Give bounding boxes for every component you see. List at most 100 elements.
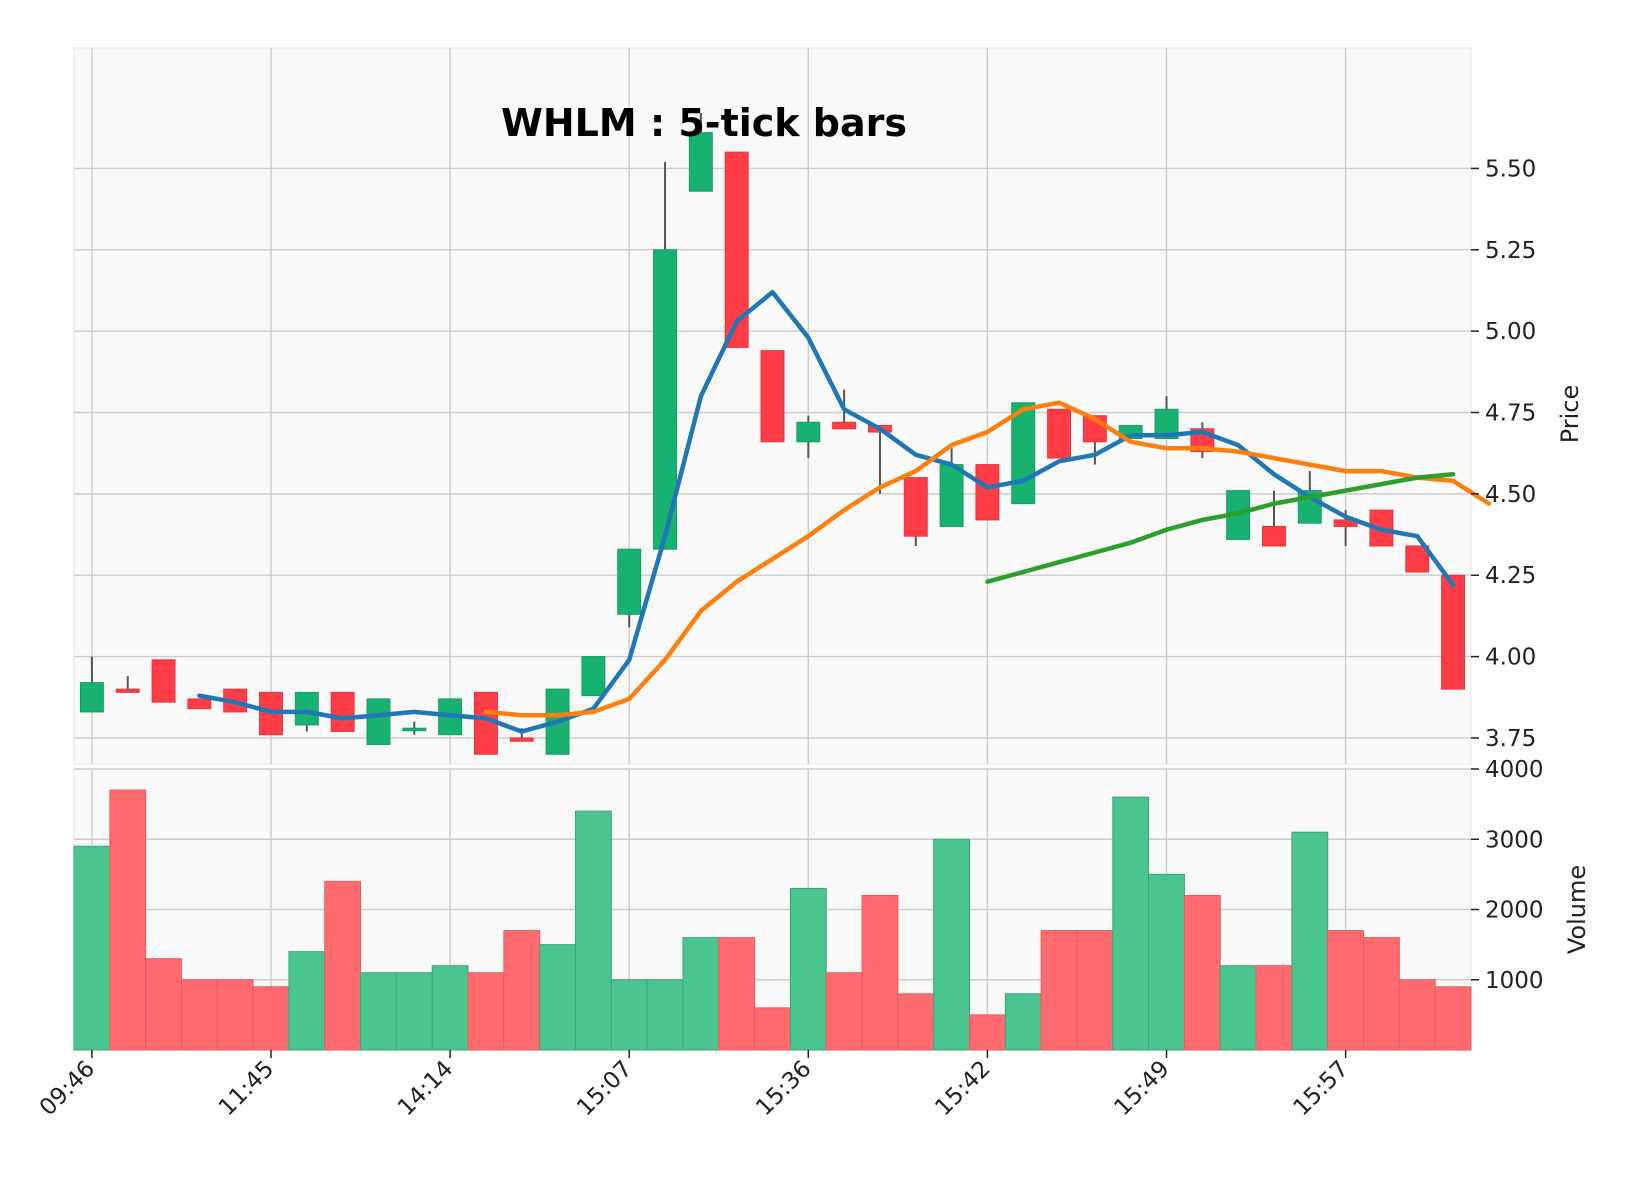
candle-up (939, 448, 964, 527)
candle-up (688, 113, 713, 192)
candle-up (79, 656, 104, 713)
x-tick-label: 09:46 (35, 1056, 100, 1121)
volume-bar (109, 789, 147, 1051)
volume-bar (288, 951, 326, 1051)
price-tick-label: 4.25 (1485, 563, 1536, 589)
candle-body (1405, 545, 1430, 573)
candle-body (402, 727, 427, 732)
volume-bar (467, 972, 505, 1051)
volume-bar (646, 979, 684, 1051)
volume-bars (73, 789, 1472, 1051)
candle-up (653, 161, 678, 550)
x-tick-label: 15:36 (751, 1056, 816, 1121)
volume-bar (754, 1007, 791, 1051)
candle-down (1405, 545, 1430, 573)
candle-body (1154, 408, 1179, 440)
candle-body (330, 691, 355, 732)
volume-bar (1255, 965, 1293, 1051)
price-tick-label: 4.00 (1485, 645, 1536, 671)
volume-tick-label: 2000 (1485, 898, 1544, 924)
candle-body (1047, 408, 1072, 459)
volume-bar (574, 810, 612, 1051)
volume-bar (682, 937, 720, 1051)
candle-body (294, 691, 319, 726)
candle-body (975, 464, 1000, 521)
volume-bar (897, 993, 935, 1051)
price-axis-label: Price (1556, 385, 1584, 444)
candle-down (760, 350, 785, 443)
candle-body (939, 464, 964, 527)
volume-bar (1219, 965, 1257, 1051)
moving-average-lines (197, 289, 1492, 734)
candle-body (1262, 525, 1286, 547)
candle-up (581, 656, 606, 697)
volume-bar (1004, 993, 1042, 1051)
x-tick-label: 15:42 (930, 1056, 995, 1121)
volume-bar (431, 965, 469, 1051)
candle-body (832, 421, 857, 430)
candle-down (187, 698, 212, 710)
volume-bar (825, 972, 863, 1051)
volume-bar (1434, 986, 1472, 1051)
price-tick-label: 5.50 (1485, 156, 1536, 182)
candle-body (151, 659, 176, 703)
price-tick-label: 4.75 (1485, 401, 1536, 427)
candle-up (796, 415, 821, 459)
candle-down (115, 676, 140, 693)
candle-body (1441, 574, 1466, 690)
candle-up (617, 548, 642, 628)
candle-down (975, 464, 1000, 521)
candle-body (366, 698, 391, 745)
moving-average-4 (197, 289, 1456, 734)
candle-body (1011, 402, 1036, 505)
volume-bar (503, 930, 541, 1051)
candle-body (653, 249, 678, 550)
moving-average-26 (985, 472, 1456, 584)
x-tick-label: 15:07 (572, 1056, 637, 1121)
candle-down (1262, 490, 1286, 547)
volume-bar (1076, 930, 1114, 1051)
volume-bar (1183, 894, 1221, 1051)
price-tick-label: 3.75 (1485, 726, 1536, 752)
volume-bar (180, 979, 218, 1051)
volume-tick-label: 1000 (1485, 968, 1544, 994)
candle-down (151, 659, 176, 703)
price-tick-label: 5.25 (1485, 238, 1536, 264)
x-tick-label: 15:49 (1110, 1056, 1175, 1121)
volume-bar (969, 1014, 1006, 1051)
candle-down (330, 691, 355, 732)
candle-body (79, 682, 104, 713)
candle-up (366, 698, 391, 745)
x-tick-label: 11:45 (214, 1056, 279, 1121)
volume-bar (145, 958, 182, 1051)
volume-bar (933, 838, 971, 1051)
volume-bar (861, 894, 899, 1051)
volume-bar (1363, 937, 1400, 1051)
price-tick-label: 5.00 (1485, 319, 1536, 345)
candle-up (1154, 396, 1179, 440)
candle-body (187, 698, 212, 710)
candle-body (115, 688, 140, 693)
volume-bar (1112, 796, 1150, 1051)
candle-body (903, 477, 928, 537)
candle-body (724, 151, 749, 348)
volume-bar (718, 937, 756, 1051)
volume-bar (73, 845, 111, 1051)
volume-bar (324, 880, 362, 1051)
volume-bar (610, 979, 648, 1051)
candle-body (617, 548, 642, 615)
volume-bar (1398, 979, 1436, 1051)
candle-down (903, 477, 928, 546)
candle-body (509, 737, 534, 742)
volume-bar (252, 986, 290, 1051)
candle-down (724, 151, 749, 348)
candle-down (1441, 574, 1466, 690)
volume-bar (360, 972, 397, 1051)
moving-average-12 (483, 400, 1492, 718)
volume-bar (539, 944, 576, 1051)
volume-bar (395, 972, 433, 1051)
x-tick-label: 15:57 (1289, 1056, 1354, 1121)
candle-up (402, 721, 427, 735)
volume-bar (1040, 930, 1078, 1051)
volume-tick-label: 3000 (1485, 827, 1544, 853)
